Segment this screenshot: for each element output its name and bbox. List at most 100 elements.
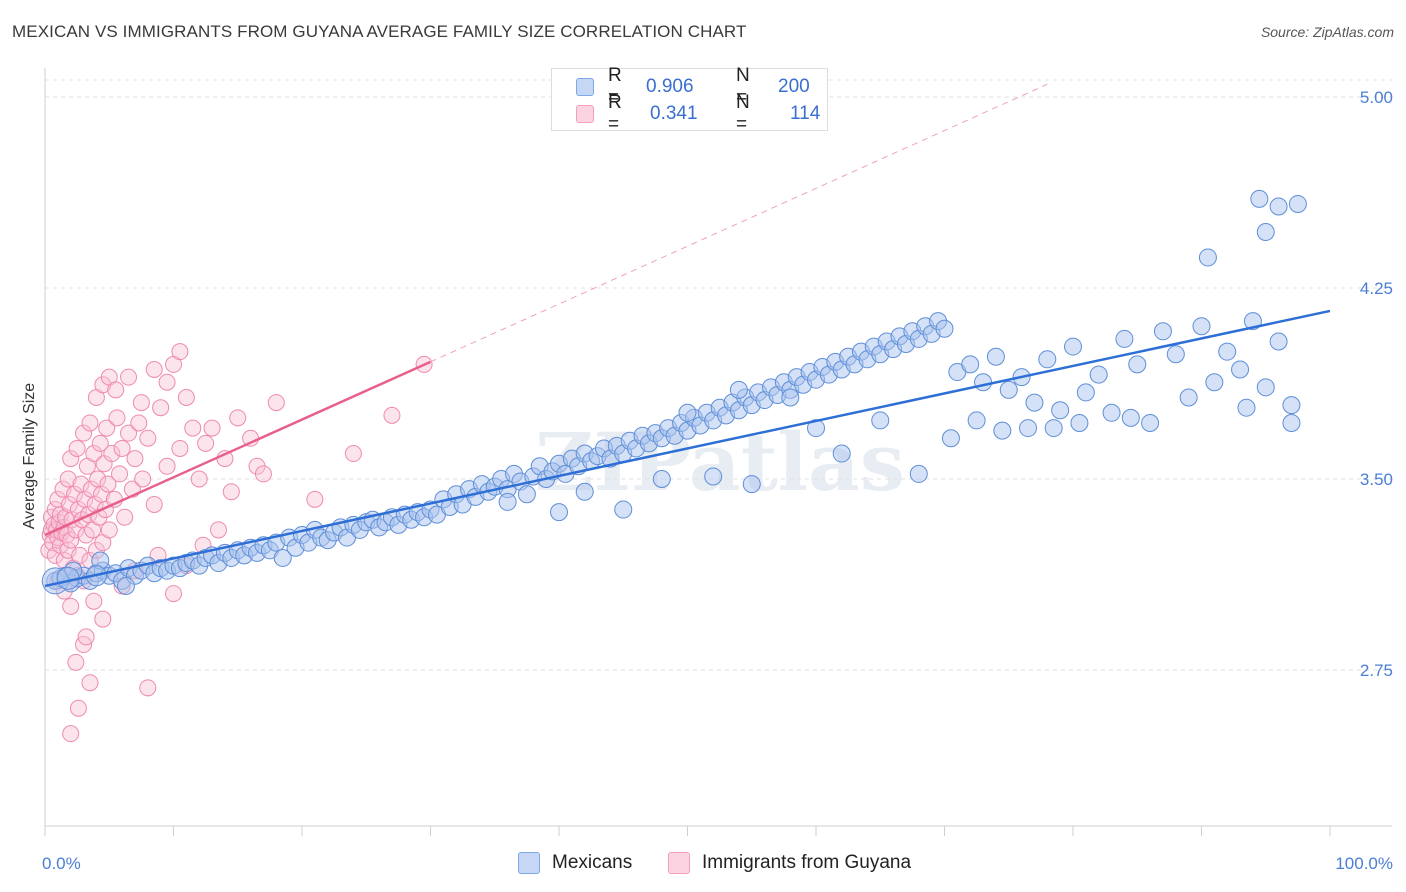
guyana-point bbox=[145, 360, 163, 378]
guyana-point bbox=[69, 501, 87, 519]
guyana-point bbox=[67, 653, 85, 671]
legend-swatch-mexicans bbox=[518, 852, 540, 874]
mexican-point bbox=[1051, 401, 1070, 420]
mexican-point bbox=[678, 403, 697, 422]
guyana-point bbox=[344, 445, 362, 463]
guyana-point bbox=[103, 445, 121, 463]
guyana-point bbox=[85, 592, 103, 610]
guyana-point bbox=[152, 399, 170, 417]
guyana-point bbox=[158, 457, 176, 475]
tick-labels: 2.75 3.50 4.25 5.00 0.0% 100.0% bbox=[42, 88, 1393, 873]
mexican-point bbox=[1121, 408, 1140, 427]
mexican-point bbox=[1153, 322, 1172, 341]
x-tick-label: 0.0% bbox=[42, 854, 81, 873]
mexican-point bbox=[961, 355, 980, 374]
legend-r-label: R = bbox=[608, 92, 622, 135]
mexican-point bbox=[974, 373, 993, 392]
guyana-point bbox=[108, 409, 126, 427]
legend-r-value: 0.341 bbox=[650, 103, 698, 124]
y-tick-label: 5.00 bbox=[1360, 88, 1393, 107]
y-tick-label: 2.75 bbox=[1360, 661, 1393, 680]
mexican-point bbox=[1102, 403, 1121, 422]
mexican-point bbox=[742, 475, 761, 494]
legend-n-value: 200 bbox=[778, 76, 810, 97]
guyana-point bbox=[158, 373, 176, 391]
mexican-point bbox=[871, 411, 890, 430]
mexican-point bbox=[941, 429, 960, 448]
legend-item-guyana: Immigrants from Guyana bbox=[668, 852, 911, 874]
mexican-point bbox=[1237, 398, 1256, 417]
legend-swatch-guyana bbox=[576, 105, 594, 123]
guyana-point bbox=[184, 419, 202, 437]
mexican-point bbox=[116, 576, 135, 595]
mexican-points bbox=[41, 189, 1307, 595]
guyana-trend-line bbox=[44, 360, 432, 537]
legend-row-guyana: R = 0.341 N = 114 bbox=[576, 92, 821, 135]
guyana-point bbox=[68, 439, 86, 457]
guyana-point bbox=[254, 465, 272, 483]
mexican-point bbox=[1179, 388, 1198, 407]
guyana-point bbox=[91, 434, 109, 452]
mexican-point bbox=[1115, 329, 1134, 348]
mexican-point bbox=[1198, 248, 1217, 267]
guyana-point bbox=[69, 699, 87, 717]
guyana-point bbox=[222, 483, 240, 501]
mexican-point bbox=[1218, 342, 1237, 361]
legend-n-value: 114 bbox=[790, 103, 821, 124]
legend-row-mexicans: R = 0.906 N = 200 bbox=[576, 65, 810, 108]
gridlines bbox=[45, 79, 1392, 671]
guyana-point bbox=[111, 465, 129, 483]
guyana-point bbox=[171, 439, 189, 457]
guyana-point bbox=[81, 414, 99, 432]
guyana-point bbox=[94, 610, 112, 628]
mexican-point bbox=[1250, 189, 1269, 208]
guyana-point bbox=[171, 343, 189, 361]
y-axis-title: Average Family Size bbox=[21, 383, 38, 530]
mexican-point bbox=[1256, 222, 1275, 241]
guyana-point bbox=[85, 445, 103, 463]
chart-title: MEXICAN VS IMMIGRANTS FROM GUYANA AVERAG… bbox=[12, 22, 747, 41]
mexican-point bbox=[993, 421, 1012, 440]
legend-label-guyana: Immigrants from Guyana bbox=[702, 852, 912, 873]
mexican-point bbox=[575, 482, 594, 501]
mexican-point bbox=[1025, 393, 1044, 412]
mexican-point bbox=[1076, 383, 1095, 402]
guyana-point bbox=[98, 419, 116, 437]
mexican-point bbox=[517, 485, 536, 504]
legend-swatch-mexicans bbox=[576, 78, 594, 96]
mexican-point bbox=[1070, 413, 1089, 432]
mexican-point bbox=[986, 347, 1005, 366]
guyana-point bbox=[107, 381, 125, 399]
mexican-point bbox=[614, 500, 633, 519]
guyana-point bbox=[190, 470, 208, 488]
guyana-point bbox=[203, 419, 221, 437]
guyana-point bbox=[126, 450, 144, 468]
mexican-point bbox=[729, 380, 748, 399]
guyana-point bbox=[113, 439, 131, 457]
guyana-trend-extension bbox=[430, 83, 1048, 363]
guyana-point bbox=[139, 429, 157, 447]
guyana-point bbox=[116, 508, 134, 526]
mexican-point bbox=[1192, 317, 1211, 336]
mexican-point bbox=[1282, 413, 1301, 432]
legend-item-mexicans: Mexicans bbox=[518, 852, 632, 874]
mexican-point bbox=[1141, 413, 1160, 432]
mexican-point bbox=[1231, 360, 1250, 379]
guyana-point bbox=[81, 674, 99, 692]
mexican-point bbox=[1044, 419, 1063, 438]
mexican-point bbox=[1166, 345, 1185, 364]
guyana-point bbox=[177, 389, 195, 407]
guyana-point bbox=[134, 470, 152, 488]
mexican-point bbox=[1269, 197, 1288, 216]
mexican-point bbox=[935, 319, 954, 338]
guyana-point bbox=[130, 414, 148, 432]
mexican-point bbox=[832, 444, 851, 463]
guyana-point bbox=[62, 725, 80, 743]
guyana-point bbox=[100, 521, 118, 539]
mexican-point bbox=[1256, 378, 1275, 397]
legend-n-label: N = bbox=[736, 92, 750, 135]
axes bbox=[44, 68, 1392, 836]
guyana-point bbox=[62, 597, 80, 615]
mexican-point bbox=[1269, 332, 1288, 351]
